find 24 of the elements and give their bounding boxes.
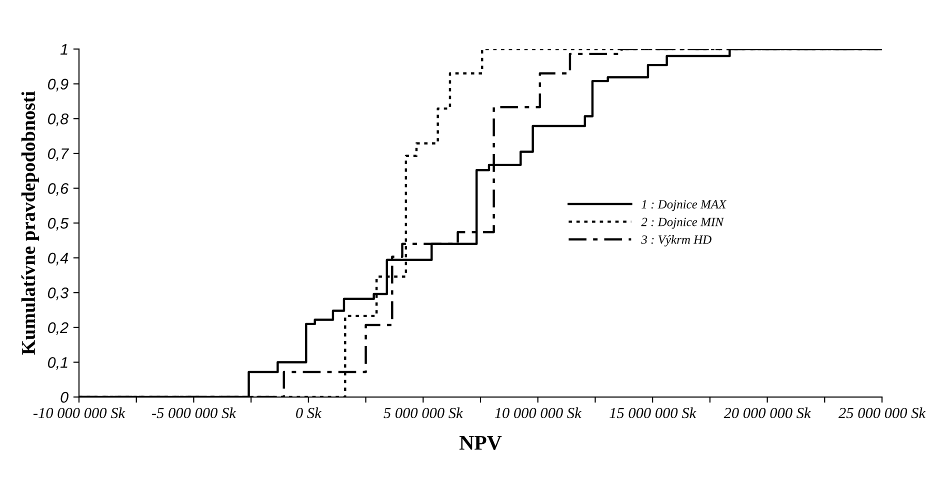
y-tick-label: 0,2: [48, 322, 68, 335]
legend-label: 3 : Výkrm HD: [641, 235, 712, 246]
x-tick-label: 20 000 000 Sk: [724, 407, 812, 418]
y-tick-label: 0,4: [48, 252, 68, 266]
legend-label: 1 : Dojnice MAX: [642, 200, 727, 212]
y-tick-label: 0,6: [48, 183, 69, 196]
y-tick-label: 0,5: [48, 218, 69, 231]
y-tick-label: 0: [60, 392, 68, 403]
y-tick-label: 1: [60, 44, 68, 55]
x-tick-label: 25 000 000 Sk: [838, 407, 926, 418]
y-tick-label: 0,1: [48, 357, 68, 370]
y-tick-label: 0,9: [48, 78, 68, 92]
y-tick-label: 0,7: [48, 148, 70, 161]
y-tick-label: 0,8: [48, 114, 68, 126]
y-axis-title: Kumulatívne pravdepodobnosti: [21, 91, 39, 355]
x-tick-label: -5 000 000 Sk: [152, 407, 236, 418]
legend-label: 2 : Dojnice MIN: [641, 218, 724, 229]
x-axis-title: NPV: [459, 436, 502, 450]
y-tick-label: 0,3: [48, 288, 68, 300]
x-tick-label: 0 Sk: [296, 407, 322, 418]
x-tick-label: 10 000 000 Sk: [494, 407, 582, 418]
x-tick-label: 15 000 000 Sk: [610, 407, 696, 418]
x-tick-label: 5 000 000 Sk: [384, 407, 464, 418]
x-tick-label: -10 000 000 Sk: [34, 407, 126, 418]
